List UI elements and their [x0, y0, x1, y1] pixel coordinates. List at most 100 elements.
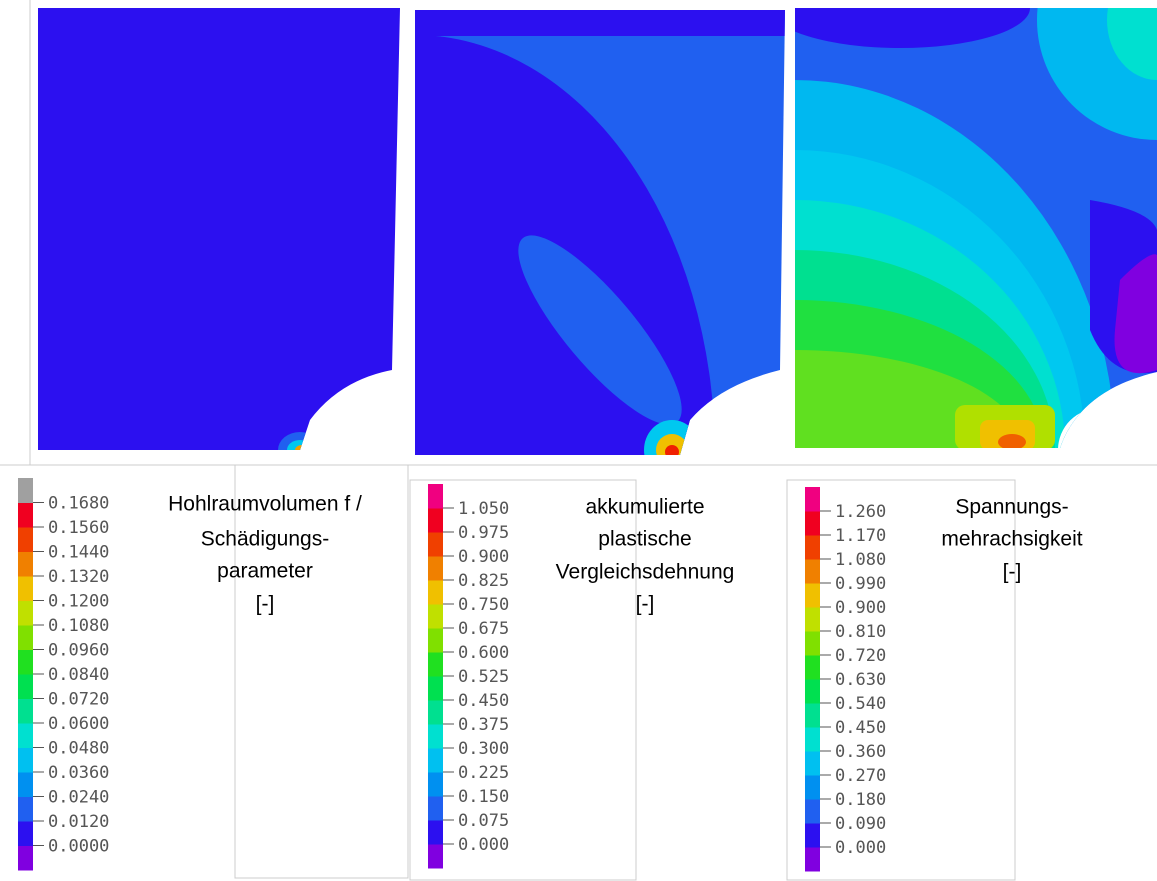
color-swatch: [428, 724, 443, 749]
legend-label: 1.080: [835, 550, 886, 570]
color-swatch: [805, 631, 820, 656]
legend-label: 0.675: [458, 619, 509, 639]
panel-title: mehrachsigkeit: [941, 528, 1082, 551]
legend-label: 0.000: [458, 835, 509, 855]
color-swatch: [428, 556, 443, 581]
legend-label: 0.150: [458, 787, 509, 807]
color-swatch: [428, 652, 443, 677]
color-swatch: [428, 580, 443, 605]
legend-label: 0.1560: [48, 518, 109, 538]
panel-title: akkumulierte: [585, 496, 704, 519]
legend-label: 0.300: [458, 739, 509, 759]
color-swatch: [805, 559, 820, 584]
legend-label: 0.525: [458, 667, 509, 687]
legend-label: 1.170: [835, 526, 886, 546]
legend-label: 0.900: [458, 547, 509, 567]
color-swatch: [805, 511, 820, 536]
color-swatch: [18, 600, 33, 626]
legend-label: 0.0720: [48, 690, 109, 710]
legend-label: 0.075: [458, 811, 509, 831]
legend-label: 0.360: [835, 742, 886, 762]
color-swatch: [805, 847, 820, 872]
color-swatch: [805, 799, 820, 824]
color-swatch: [18, 625, 33, 650]
legend-label: 0.270: [835, 766, 886, 786]
color-swatch: [18, 649, 33, 675]
color-swatch: [18, 674, 33, 699]
color-swatch: [18, 698, 33, 724]
color-swatch: [428, 796, 443, 821]
color-swatch: [805, 583, 820, 608]
legend-label: 0.1320: [48, 567, 109, 587]
legend-label: 0.1080: [48, 616, 109, 636]
legend-label: 0.630: [835, 670, 886, 690]
color-swatch: [18, 502, 33, 528]
legend-label: 0.540: [835, 694, 886, 714]
color-swatch: [428, 748, 443, 773]
color-swatch: [18, 723, 33, 748]
contour-plot: [38, 8, 400, 450]
panel-title: Vergleichsdehnung: [556, 561, 735, 584]
legend-label: 0.0120: [48, 812, 109, 832]
legend-label: 0.1680: [48, 494, 109, 514]
panel-title: parameter: [217, 560, 313, 583]
color-swatch: [18, 796, 33, 822]
color-swatch: [428, 532, 443, 557]
color-swatch: [18, 576, 33, 601]
color-swatch: [18, 821, 33, 846]
legend-label: 0.0360: [48, 763, 109, 783]
legend-label: 0.0240: [48, 788, 109, 808]
color-swatch: [18, 772, 33, 797]
panel-title: [-]: [1003, 561, 1022, 584]
color-swatch: [805, 775, 820, 800]
panel-title: Hohlraumvolumen f /: [168, 493, 362, 516]
legend-label: 0.225: [458, 763, 509, 783]
color-swatch: [18, 551, 33, 577]
color-swatch: [805, 487, 820, 512]
color-swatch: [428, 772, 443, 797]
legend-label: 0.180: [835, 790, 886, 810]
color-swatch: [428, 628, 443, 653]
legend-label: 0.600: [458, 643, 509, 663]
legend-label: 1.260: [835, 502, 886, 522]
color-swatch: [428, 700, 443, 725]
legend-label: 0.000: [835, 838, 886, 858]
contour-plot: [795, 8, 1157, 448]
legend-label: 0.900: [835, 598, 886, 618]
panel-title: Spannungs-: [955, 496, 1068, 519]
legend-label: 0.375: [458, 715, 509, 735]
legend-label: 0.0000: [48, 837, 109, 857]
legend-label: 0.810: [835, 622, 886, 642]
panel-title: Schädigungs-: [201, 528, 329, 551]
color-swatch: [18, 747, 33, 773]
legend-label: 0.450: [835, 718, 886, 738]
legend-label: 0.975: [458, 523, 509, 543]
color-swatch: [18, 527, 33, 552]
color-swatch: [428, 604, 443, 629]
contour-plot: [415, 10, 785, 455]
color-swatch: [428, 508, 443, 533]
color-swatch: [805, 703, 820, 728]
legend-label: 0.720: [835, 646, 886, 666]
color-swatch: [428, 484, 443, 509]
legend-label: 0.450: [458, 691, 509, 711]
panel-title: plastische: [598, 528, 691, 551]
panel-title: [-]: [636, 593, 655, 616]
legend-label: 0.750: [458, 595, 509, 615]
color-swatch: [805, 727, 820, 752]
color-swatch: [428, 820, 443, 845]
color-swatch: [805, 655, 820, 680]
legend-label: 0.0600: [48, 714, 109, 734]
color-swatch: [428, 844, 443, 869]
color-swatch: [18, 478, 33, 503]
color-swatch: [805, 751, 820, 776]
legend-label: 1.050: [458, 499, 509, 519]
legend-label: 0.090: [835, 814, 886, 834]
color-swatch: [805, 823, 820, 848]
panel-title: [-]: [256, 593, 275, 616]
legend-label: 0.990: [835, 574, 886, 594]
color-swatch: [18, 845, 33, 871]
legend-label: 0.825: [458, 571, 509, 591]
